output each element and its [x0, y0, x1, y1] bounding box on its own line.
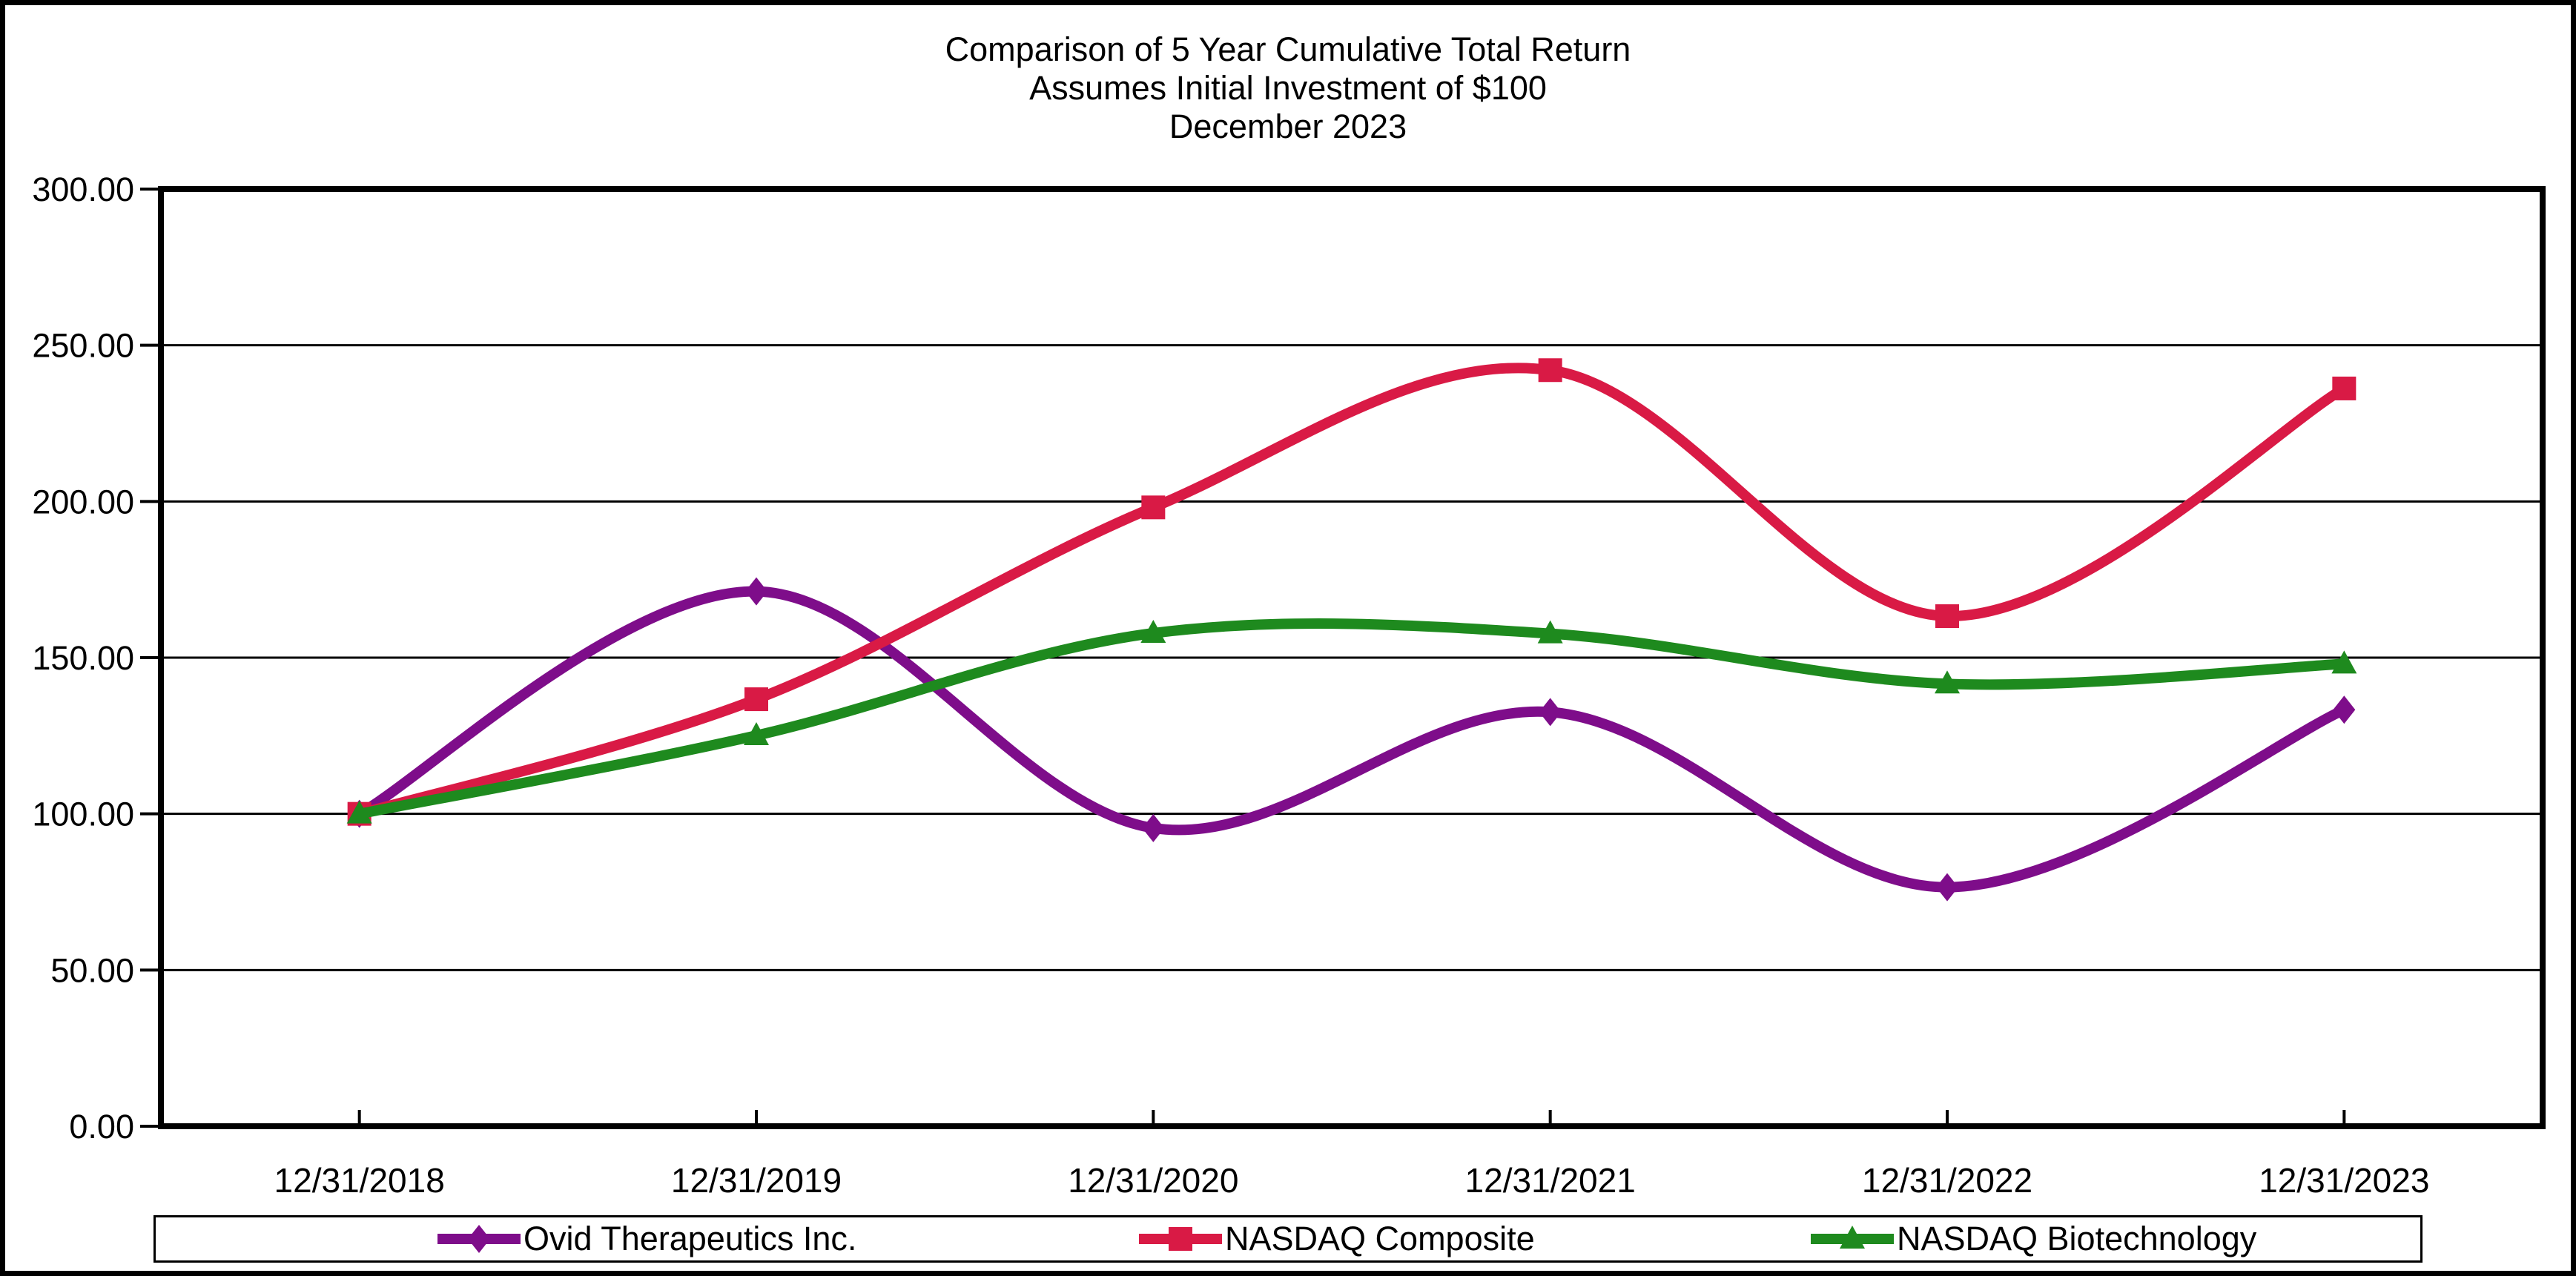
- data-point-square-icon: [1538, 358, 1562, 383]
- data-point-diamond-icon: [2333, 695, 2356, 724]
- y-axis-label: 250.00: [32, 327, 134, 365]
- chart-title-line-2: Assumes Initial Investment of $100: [1029, 69, 1547, 107]
- data-point-triangle-icon: [1140, 619, 1166, 643]
- legend-label-nasdaq-composite: NASDAQ Composite: [1225, 1220, 1535, 1257]
- legend-item-nasdaq-biotechnology: NASDAQ Biotechnology: [1811, 1217, 2256, 1260]
- x-axis-label: 12/31/2018: [274, 1161, 445, 1200]
- data-point-square-icon: [1141, 495, 1166, 520]
- legend-item-nasdaq-composite: NASDAQ Composite: [1139, 1217, 1535, 1260]
- data-point-diamond-icon: [1539, 698, 1562, 727]
- x-axis-label: 12/31/2022: [1862, 1161, 2032, 1200]
- x-axis-label: 12/31/2021: [1465, 1161, 1636, 1200]
- x-axis-label: 12/31/2023: [2259, 1161, 2429, 1200]
- x-axis-label: 12/31/2019: [671, 1161, 842, 1200]
- chart-svg: 0.00 50.00 100.00 150.00 200.00 250.00 300.00 1…: [32, 171, 2546, 1200]
- data-point-triangle-icon: [744, 721, 769, 745]
- legend-triangle-icon: [1840, 1226, 1865, 1249]
- legend-square-marker-icon: [1139, 1227, 1222, 1251]
- series-line: [354, 586, 2350, 893]
- data-point-square-icon: [1935, 604, 1959, 629]
- series-line: [354, 363, 2350, 819]
- legend-square-icon: [1169, 1227, 1192, 1251]
- y-axis-label: 200.00: [32, 483, 134, 520]
- legend-label-ovid-therapeutics: Ovid Therapeutics Inc.: [524, 1220, 857, 1257]
- x-axis-label: 12/31/2020: [1068, 1161, 1238, 1200]
- data-point-triangle-icon: [1537, 620, 1563, 644]
- data-point-triangle-icon: [1935, 670, 1960, 694]
- y-axis-label: 0.00: [69, 1108, 134, 1146]
- chart-title-line-1: Comparison of 5 Year Cumulative Total Re…: [945, 30, 1631, 68]
- data-point-diamond-icon: [1936, 873, 1958, 902]
- data-point-square-icon: [744, 687, 768, 712]
- data-point-diamond-icon: [1142, 813, 1165, 842]
- data-point-triangle-icon: [346, 800, 372, 824]
- series-line: [354, 618, 2350, 819]
- y-axis-label: 300.00: [32, 171, 134, 208]
- data-point-square-icon: [2332, 376, 2357, 400]
- y-axis-label: 100.00: [32, 796, 134, 833]
- data-point-diamond-icon: [745, 577, 767, 606]
- data-point-triangle-icon: [2331, 650, 2357, 674]
- chart-legend: Ovid Therapeutics Inc. NASDAQ Composite …: [153, 1215, 2423, 1263]
- y-axis-label: 150.00: [32, 639, 134, 677]
- y-axis-label: 50.00: [50, 951, 134, 989]
- legend-diamond-icon: [468, 1225, 490, 1253]
- legend-label-nasdaq-biotechnology: NASDAQ Biotechnology: [1897, 1220, 2257, 1257]
- chart-title: Comparison of 5 Year Cumulative Total Re…: [5, 30, 2571, 146]
- legend-triangle-marker-icon: [1811, 1226, 1894, 1249]
- chart-title-line-3: December 2023: [1169, 108, 1407, 145]
- legend-item-ovid-therapeutics: Ovid Therapeutics Inc.: [437, 1217, 856, 1260]
- legend-diamond-marker-icon: [437, 1225, 521, 1253]
